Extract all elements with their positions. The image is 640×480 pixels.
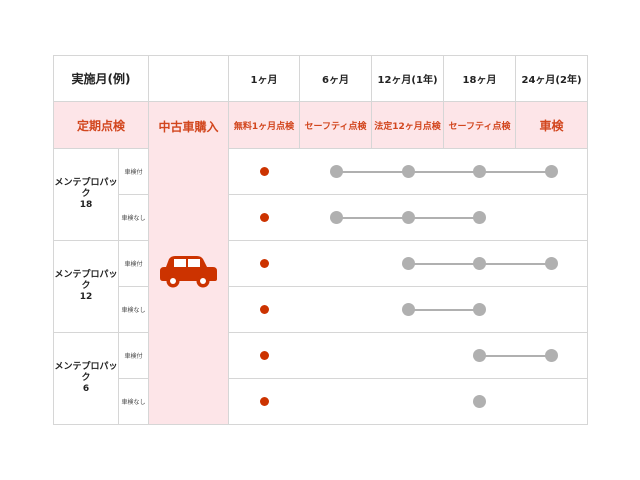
- inspection-item: 車検: [515, 101, 589, 149]
- included-inspection-dot: [544, 349, 558, 362]
- included-inspection-dot: [329, 211, 343, 224]
- schedule-timeline: [228, 378, 589, 425]
- pack-name: メンテプロパック 18: [53, 148, 119, 241]
- included-inspection-dot: [401, 165, 415, 178]
- free-inspection-dot: [260, 397, 270, 406]
- included-inspection-dot: [401, 257, 415, 270]
- month-label: 実施月(例): [52, 55, 150, 102]
- included-inspection-dot: [401, 303, 415, 316]
- used-car-purchase-column: 中古車購入: [148, 101, 230, 425]
- included-inspection-dot: [544, 257, 558, 270]
- pack-variant: 車検なし: [117, 378, 150, 425]
- month-header: 24ヶ月(2年): [515, 55, 589, 102]
- month-header: 18ヶ月: [443, 55, 517, 102]
- month-header: 6ヶ月: [299, 55, 373, 102]
- included-inspection-dot: [401, 211, 415, 224]
- included-inspection-dot: [473, 211, 487, 224]
- schedule-timeline: [228, 240, 589, 287]
- free-inspection-dot: [260, 351, 270, 360]
- schedule-timeline: [228, 148, 589, 195]
- pack-row: メンテプロパック 6 車検付: [53, 332, 589, 425]
- inspection-item: セーフティ点検: [299, 101, 373, 149]
- pack-row: 車検なし: [54, 286, 589, 333]
- header-row: 実施月(例) 1ヶ月 6ヶ月 12ヶ月(1年) 18ヶ月 24ヶ月(2年): [52, 55, 589, 102]
- inspection-row: 定期点検 中古車購入 無料1ヶ月点検 セーフティ点検 法定12ヶ月点検 セーフテ…: [52, 101, 589, 425]
- periodic-inspection-label: 定期点検: [52, 101, 150, 149]
- empty-header-cell: [148, 55, 230, 102]
- pack-row: 車検なし: [54, 378, 589, 425]
- included-inspection-dot: [473, 303, 487, 316]
- free-inspection-dot: [260, 167, 270, 176]
- included-inspection-dot: [329, 165, 343, 178]
- included-inspection-dot: [473, 257, 487, 270]
- included-inspection-dot: [544, 165, 558, 178]
- pack-variant: 車検付: [117, 148, 150, 195]
- free-inspection-dot: [260, 259, 270, 268]
- month-header: 12ヶ月(1年): [371, 55, 445, 102]
- free-inspection-dot: [260, 305, 270, 314]
- pack-variant: 車検付: [117, 240, 150, 287]
- pack-variant: 車検なし: [117, 194, 150, 241]
- schedule-timeline: [228, 194, 589, 241]
- schedule-timeline: [228, 332, 589, 379]
- timeline-connector: [336, 170, 552, 173]
- pack-variant: 車検付: [117, 332, 150, 379]
- pack-row: メンテプロパック 18 車検付: [53, 148, 589, 241]
- inspection-item: 無料1ヶ月点検: [228, 101, 301, 149]
- used-car-purchase-label: 中古車購入: [158, 120, 219, 134]
- maintenance-schedule-table: 実施月(例) 1ヶ月 6ヶ月 12ヶ月(1年) 18ヶ月 24ヶ月(2年) 定期…: [52, 55, 589, 425]
- schedule-timeline: [228, 286, 589, 333]
- month-header: 1ヶ月: [228, 55, 301, 102]
- timeline-connector: [408, 308, 480, 311]
- inspection-item: セーフティ点検: [443, 101, 517, 149]
- included-inspection-dot: [473, 395, 487, 408]
- pack-name: メンテプロパック 12: [53, 240, 119, 333]
- inspection-item: 法定12ヶ月点検: [371, 101, 445, 149]
- free-inspection-dot: [260, 213, 270, 222]
- included-inspection-dot: [473, 349, 487, 362]
- pack-row: メンテプロパック 12 車検付: [53, 240, 589, 333]
- pack-row: 車検なし: [54, 194, 589, 241]
- timeline-connector: [479, 354, 552, 357]
- included-inspection-dot: [473, 165, 487, 178]
- pack-name: メンテプロパック 6: [53, 332, 119, 425]
- pack-variant: 車検なし: [117, 286, 150, 333]
- car-icon: [149, 255, 228, 292]
